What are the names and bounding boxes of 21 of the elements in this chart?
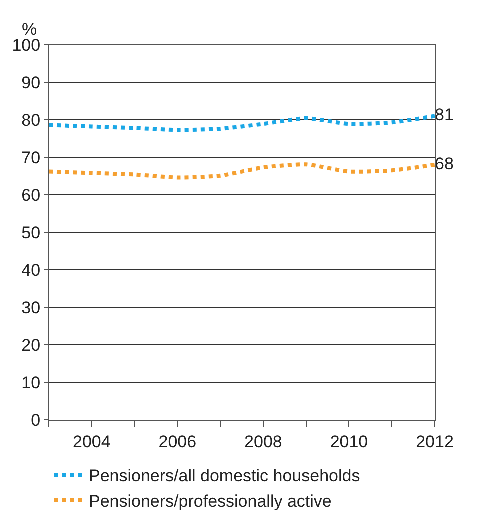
legend-label: Pensioners/all domestic households: [89, 466, 360, 486]
line-series: [49, 162, 435, 180]
y-tick-label: 60: [22, 186, 41, 205]
y-tick-label: 10: [22, 373, 41, 392]
y-tick-label: 0: [31, 410, 41, 430]
y-tick-label: 40: [22, 260, 41, 280]
y-tick-label: 90: [22, 73, 41, 92]
line-series: [49, 114, 435, 132]
x-tick-label: 2006: [158, 432, 197, 452]
data-label: 68: [435, 154, 454, 174]
x-tick-label: 2008: [244, 432, 282, 452]
y-tick-label: 20: [22, 336, 41, 355]
legend-label: Pensioners/professionally active: [89, 492, 332, 511]
y-tick-label: 80: [22, 110, 41, 130]
x-tick-label: 2004: [72, 432, 111, 452]
y-tick-label: 30: [22, 298, 41, 318]
x-tick-label: 2010: [330, 432, 368, 452]
data-label: 81: [435, 106, 454, 124]
y-tick-label: 50: [22, 223, 41, 242]
x-tick-label: 2012: [416, 432, 454, 452]
y-tick-label: 70: [22, 148, 41, 168]
